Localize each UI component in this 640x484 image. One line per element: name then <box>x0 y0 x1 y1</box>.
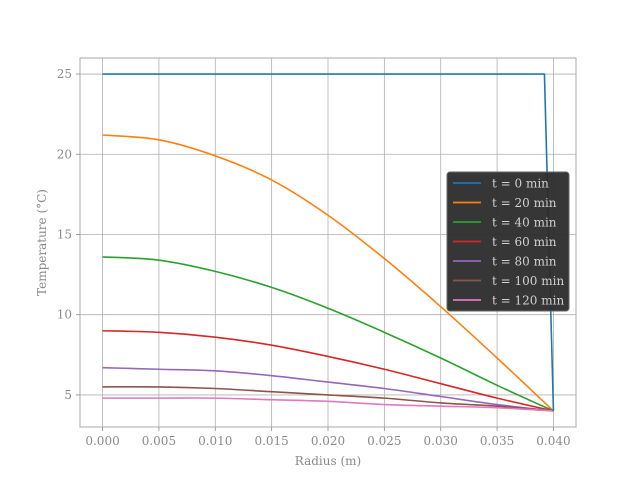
series-line-3 <box>102 329 554 412</box>
series-line-2 <box>102 256 554 412</box>
legend-entry: t = 20 min <box>492 196 557 210</box>
y-tick-label: 15 <box>57 227 72 241</box>
y-tick-label: 20 <box>57 147 72 161</box>
x-tick-label: 0.000 <box>85 434 119 448</box>
series-layer <box>102 73 555 412</box>
series-line-5 <box>102 385 554 412</box>
x-tick-label: 0.010 <box>198 434 232 448</box>
series-line-1 <box>102 134 554 412</box>
series-line-6 <box>102 397 554 412</box>
tick-layer: 0.000 0.005 0.010 0.015 0.020 0.025 0.030 0.035… <box>57 67 571 448</box>
legend-entry: t = 40 min <box>492 216 557 230</box>
y-tick-label: 10 <box>57 308 72 322</box>
y-tick-label: 25 <box>57 67 72 81</box>
legend: t = 0 min t = 20 min t = 40 min t = 60 min t… <box>446 171 570 312</box>
series-line-4 <box>102 366 554 412</box>
legend-box <box>446 171 570 312</box>
x-axis-label: Radius (m) <box>295 454 361 468</box>
x-tick-label: 0.035 <box>480 434 514 448</box>
x-tick-label: 0.025 <box>367 434 401 448</box>
y-axis-label: Temperature (°C) <box>35 189 49 296</box>
legend-entry: t = 80 min <box>492 255 557 269</box>
y-tick-label: 5 <box>64 388 72 402</box>
x-tick-label: 0.005 <box>142 434 176 448</box>
x-tick-label: 0.020 <box>311 434 345 448</box>
legend-entry: t = 120 min <box>492 294 564 308</box>
legend-entry: t = 100 min <box>492 274 564 288</box>
x-tick-label: 0.040 <box>536 434 570 448</box>
x-tick-label: 0.015 <box>254 434 288 448</box>
legend-entry: t = 0 min <box>492 177 549 191</box>
x-tick-label: 0.030 <box>424 434 458 448</box>
legend-entry: t = 60 min <box>492 235 557 249</box>
